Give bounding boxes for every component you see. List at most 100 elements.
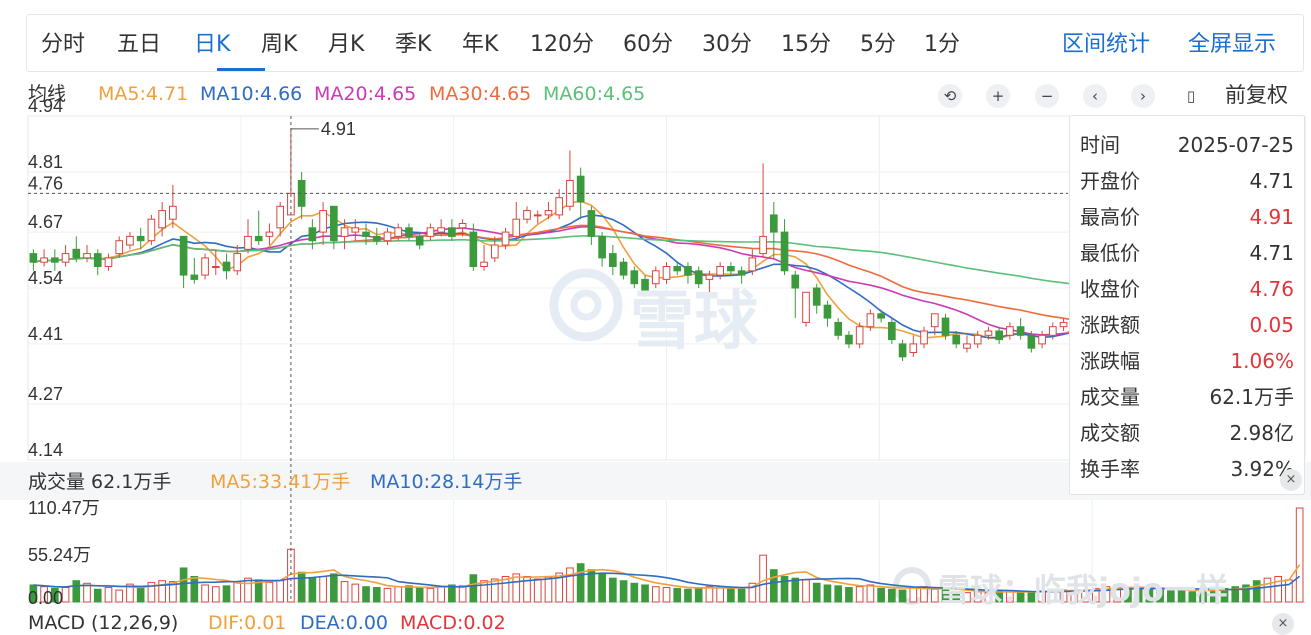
candle-body: [544, 210, 553, 216]
adjust-mode-select[interactable]: 前复权: [1225, 83, 1288, 107]
volume-tick-label: 0.00: [28, 588, 63, 608]
candle-body: [523, 210, 531, 220]
volume-title: 成交量 62.1万手: [28, 471, 172, 493]
candle-body: [458, 223, 467, 229]
volume-bar: [1231, 586, 1240, 603]
candle-body: [415, 235, 424, 246]
tab-daily-k[interactable]: 日K: [194, 32, 231, 57]
volume-bar: [812, 582, 821, 603]
candle-body: [40, 257, 48, 263]
candle-body: [426, 227, 435, 237]
volume-ma10-line: [33, 572, 1301, 593]
volume-bar: [372, 587, 381, 603]
candle-body: [855, 326, 864, 345]
volume-bar: [458, 585, 467, 603]
tab-5min[interactable]: 5分: [860, 32, 896, 57]
tab-1min[interactable]: 1分: [924, 32, 960, 57]
period-tab-bar: 分时 五日 日K 周K 月K 季K 年K 120分 60分 30分 15分 5分…: [26, 14, 1304, 72]
info-row: 最低价 4.71: [1080, 238, 1294, 268]
zoom-in-icon[interactable]: +: [986, 84, 1010, 108]
info-key: 最低价: [1080, 241, 1140, 265]
high-marker-label: 4.91: [321, 119, 356, 139]
volume-bar: [673, 587, 682, 603]
volume-bar: [158, 580, 166, 603]
volume-bar: [791, 577, 800, 603]
volume-bar: [51, 587, 59, 603]
volume-bar: [136, 586, 145, 603]
volume-bar: [963, 592, 971, 603]
candle-body: [759, 235, 767, 255]
info-value: 4.71: [1249, 241, 1294, 265]
volume-bar: [1167, 589, 1175, 603]
volume-bar: [737, 588, 746, 603]
candle-body: [823, 304, 832, 319]
info-row: 成交额 2.98亿: [1080, 418, 1294, 448]
volume-bar: [276, 580, 285, 603]
ma5-label: MA5:4.71: [98, 83, 189, 105]
volume-bar: [1091, 587, 1100, 603]
fullscreen-link[interactable]: 全屏显示: [1188, 32, 1277, 57]
interval-stats-link[interactable]: 区间统计: [1062, 32, 1151, 57]
undo-icon[interactable]: ⟲: [938, 84, 962, 108]
volume-bar: [941, 589, 950, 603]
candle-body: [973, 334, 982, 345]
volume-bar: [662, 587, 671, 603]
tab-quarterly-k[interactable]: 季K: [395, 32, 432, 57]
candle-body: [877, 313, 885, 319]
tab-60min[interactable]: 60分: [623, 32, 673, 57]
info-value: 1.06%: [1230, 349, 1294, 373]
info-value: 4.91: [1249, 205, 1294, 229]
candle-body: [705, 274, 714, 280]
volume-bar: [72, 580, 81, 603]
info-row: 最高价 4.91: [1080, 202, 1294, 232]
candle-body: [1027, 334, 1036, 349]
candle-body: [254, 235, 263, 242]
chevron-right-icon[interactable]: ›: [1131, 84, 1155, 108]
candle-body: [662, 266, 671, 280]
candle-body: [533, 214, 542, 217]
ohlc-info-panel: 时间 2025-07-25 开盘价 4.71 最高价 4.91 最低价 4.71 收盘价…: [1069, 115, 1305, 495]
candle-body: [158, 210, 166, 229]
volume-bar: [405, 585, 413, 603]
candle-body: [276, 205, 285, 229]
candle-body: [984, 330, 993, 336]
candle-body: [802, 291, 810, 323]
info-panel-close-icon[interactable]: ×: [1280, 469, 1302, 491]
tab-30min[interactable]: 30分: [702, 32, 752, 57]
volume-bar: [415, 587, 424, 603]
macd-close-icon[interactable]: ×: [1272, 613, 1294, 635]
chevron-left-icon[interactable]: ‹: [1083, 84, 1107, 108]
candle-body: [501, 231, 510, 246]
candle-body: [727, 266, 735, 272]
tab-120min[interactable]: 120分: [530, 32, 594, 57]
zoom-out-icon[interactable]: −: [1035, 84, 1059, 108]
info-key: 时间: [1080, 133, 1120, 157]
candle-body: [930, 313, 939, 328]
tab-monthly-k[interactable]: 月K: [328, 32, 365, 57]
candle-body: [1048, 326, 1057, 336]
volume-ma10-label: MA10:28.14万手: [370, 471, 523, 493]
candle-body: [233, 253, 242, 272]
candle-body: [1016, 326, 1025, 336]
tab-fenshi[interactable]: 分时: [41, 32, 86, 57]
volume-bar: [609, 577, 617, 603]
candle-body: [576, 175, 585, 203]
candle-icon[interactable]: ▯: [1186, 87, 1196, 105]
macd-value-label: MACD:0.02: [400, 612, 506, 634]
tab-weekly-k[interactable]: 周K: [261, 32, 298, 57]
candle-body: [93, 253, 102, 268]
candle-body: [641, 278, 649, 293]
candle-body: [941, 317, 950, 336]
candle-body: [791, 274, 800, 289]
tab-15min[interactable]: 15分: [781, 32, 831, 57]
tab-yearly-k[interactable]: 年K: [462, 32, 499, 57]
tab-five-day[interactable]: 五日: [117, 32, 162, 57]
candle-body: [952, 334, 961, 345]
candle-body: [319, 210, 327, 233]
watermark-bottom: 雪球：临我jojo一样: [938, 571, 1228, 609]
candle-body: [769, 214, 778, 233]
volume-bar: [823, 584, 832, 603]
info-key: 涨跌额: [1080, 313, 1140, 337]
info-value: 2.98亿: [1229, 421, 1294, 445]
volume-bar: [1156, 589, 1164, 603]
